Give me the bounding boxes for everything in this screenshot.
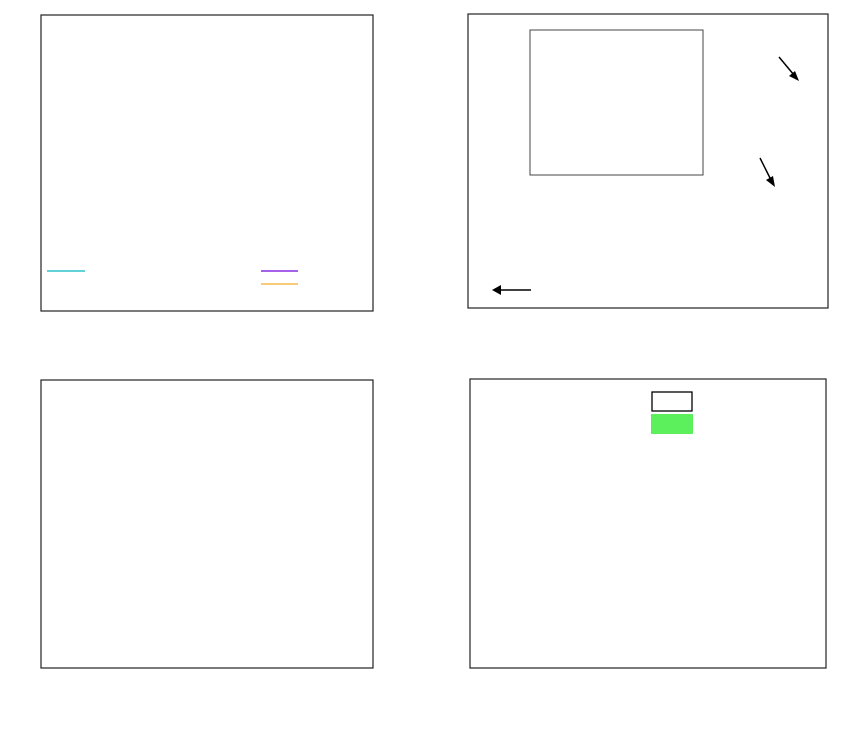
bar-legend: [651, 391, 693, 434]
xrd-reference-legend: [47, 270, 298, 285]
panel-c-xps: [40, 379, 374, 669]
legend-swatch-n-in-fe-nx: [651, 414, 693, 434]
mesopore-arrow: [759, 157, 772, 181]
mesopore-arrowhead: [766, 176, 775, 187]
panel-b-isotherm: [467, 13, 829, 309]
panel-d-bar: [469, 378, 827, 669]
macropore-arrowhead: [789, 71, 799, 81]
isotherm-frame: [467, 13, 829, 309]
micropore-arrowhead: [492, 285, 501, 295]
legend-swatch-total-n: [651, 391, 693, 412]
pore-size-inset: [529, 29, 704, 176]
inset-frame: [529, 29, 704, 176]
macropore-arrow: [778, 56, 795, 76]
xps-frame: [40, 379, 374, 669]
panel-a-xrd: [40, 14, 374, 312]
xrd-frame: [40, 14, 374, 312]
inset-background: [530, 30, 703, 175]
bar-frame: [469, 378, 827, 669]
